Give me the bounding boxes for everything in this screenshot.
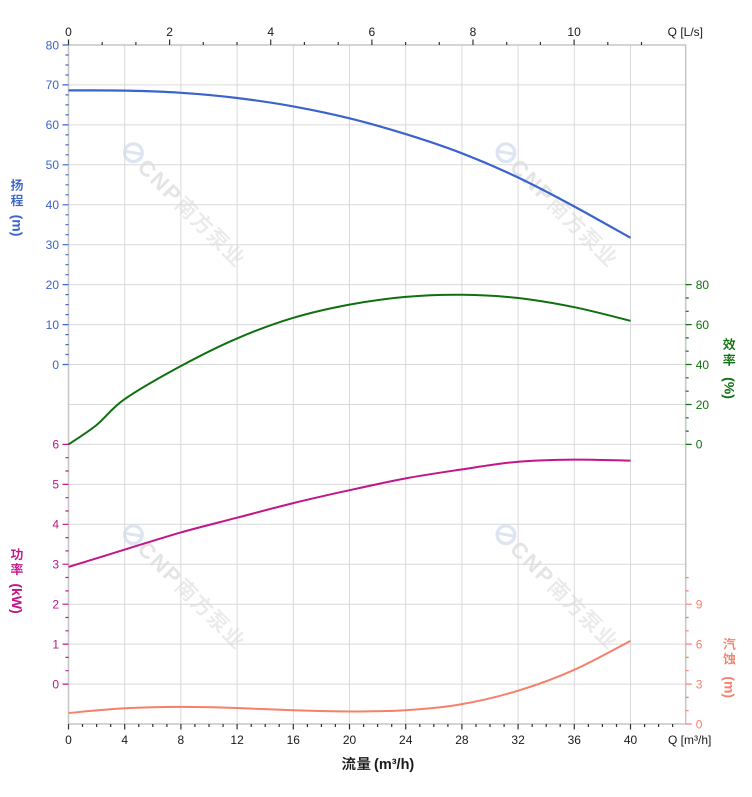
svg-text:Q [L/s]: Q [L/s] bbox=[668, 25, 703, 39]
svg-text:0: 0 bbox=[65, 25, 72, 39]
svg-text:9: 9 bbox=[696, 598, 703, 612]
svg-text:3: 3 bbox=[52, 558, 59, 572]
svg-text:20: 20 bbox=[343, 733, 357, 747]
svg-text:(m): (m) bbox=[722, 676, 738, 698]
svg-text:40: 40 bbox=[624, 733, 638, 747]
svg-text:6: 6 bbox=[369, 25, 376, 39]
svg-text:10: 10 bbox=[567, 25, 581, 39]
svg-text:8: 8 bbox=[470, 25, 477, 39]
svg-text:40: 40 bbox=[46, 198, 60, 212]
svg-text:2: 2 bbox=[52, 598, 59, 612]
svg-text:20: 20 bbox=[696, 398, 710, 412]
svg-text:80: 80 bbox=[696, 278, 710, 292]
svg-text:(%): (%) bbox=[722, 377, 738, 399]
svg-text:36: 36 bbox=[568, 733, 582, 747]
svg-text:6: 6 bbox=[52, 438, 59, 452]
svg-text:50: 50 bbox=[46, 158, 60, 172]
svg-text:70: 70 bbox=[46, 78, 60, 92]
svg-text:10: 10 bbox=[46, 318, 60, 332]
svg-text:6: 6 bbox=[696, 637, 703, 651]
svg-text:0: 0 bbox=[696, 717, 703, 731]
svg-text:0: 0 bbox=[65, 733, 72, 747]
svg-text:40: 40 bbox=[696, 358, 710, 372]
svg-text:8: 8 bbox=[178, 733, 185, 747]
svg-text:4: 4 bbox=[267, 25, 274, 39]
svg-text:(m): (m) bbox=[9, 215, 25, 237]
svg-text:60: 60 bbox=[696, 318, 710, 332]
svg-text:Q [m³/h]: Q [m³/h] bbox=[668, 733, 711, 747]
svg-text:3: 3 bbox=[696, 677, 703, 691]
svg-text:(m³/h): (m³/h) bbox=[374, 757, 414, 773]
svg-text:80: 80 bbox=[46, 38, 60, 52]
svg-text:32: 32 bbox=[511, 733, 525, 747]
svg-text:4: 4 bbox=[121, 733, 128, 747]
svg-text:60: 60 bbox=[46, 118, 60, 132]
svg-text:2: 2 bbox=[166, 25, 173, 39]
svg-text:0: 0 bbox=[696, 438, 703, 452]
svg-text:16: 16 bbox=[287, 733, 301, 747]
svg-text:12: 12 bbox=[230, 733, 244, 747]
svg-text:0: 0 bbox=[52, 358, 59, 372]
svg-text:24: 24 bbox=[399, 733, 413, 747]
svg-text:0: 0 bbox=[52, 677, 59, 691]
svg-text:30: 30 bbox=[46, 238, 60, 252]
svg-text:20: 20 bbox=[46, 278, 60, 292]
svg-text:(kW): (kW) bbox=[9, 583, 25, 613]
svg-text:1: 1 bbox=[52, 637, 59, 651]
svg-text:4: 4 bbox=[52, 518, 59, 532]
svg-text:5: 5 bbox=[52, 478, 59, 492]
svg-text:28: 28 bbox=[455, 733, 469, 747]
